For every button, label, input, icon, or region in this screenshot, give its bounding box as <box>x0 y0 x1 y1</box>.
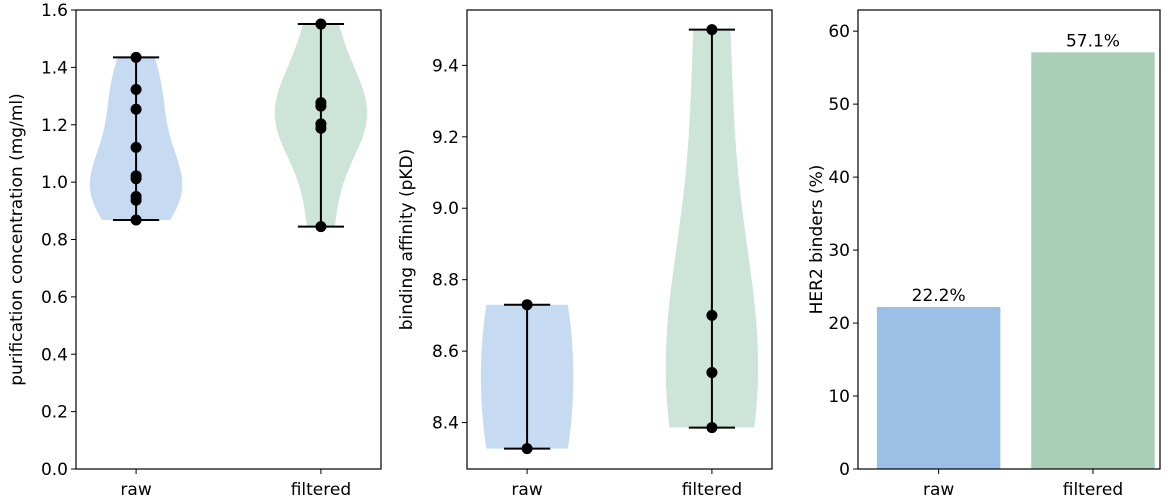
data-point <box>130 51 142 63</box>
x-tick-label: filtered <box>682 480 742 500</box>
x-ticks: raw filtered <box>120 469 351 500</box>
y-ticks: 0 10 20 30 40 50 60 <box>828 22 858 480</box>
y-tick-label: 20 <box>828 314 850 334</box>
x-ticks: raw filtered <box>923 469 1123 500</box>
data-point <box>315 18 327 30</box>
y-axis-label: HER2 binders (%) <box>807 165 827 315</box>
data-point <box>706 367 718 379</box>
y-tick-label: 0.6 <box>41 288 68 308</box>
data-point <box>130 214 142 226</box>
panel-binding-affinity: 8.4 8.6 8.8 9.0 9.2 9.4 raw filtered binding a… <box>397 9 773 500</box>
x-tick-label: filtered <box>291 480 351 500</box>
data-point <box>315 100 327 112</box>
y-tick-label: 9.2 <box>432 128 459 148</box>
data-point <box>315 122 327 134</box>
data-point <box>130 194 142 206</box>
bar-raw <box>876 307 1001 469</box>
bar-data-label: 57.1% <box>1066 31 1120 51</box>
y-tick-label: 9.0 <box>432 199 459 219</box>
y-axis-label: purification concentration (mg/ml) <box>7 93 27 386</box>
y-tick-label: 1.6 <box>41 1 68 21</box>
y-tick-label: 40 <box>828 168 850 188</box>
data-point <box>315 221 327 233</box>
y-tick-label: 0.2 <box>41 403 68 423</box>
data-point <box>521 443 533 455</box>
y-tick-label: 1.2 <box>41 116 68 136</box>
data-point <box>521 299 533 311</box>
y-tick-label: 8.4 <box>432 414 459 434</box>
x-tick-label: raw <box>511 480 542 500</box>
violin-marks <box>89 18 368 233</box>
data-point <box>130 141 142 153</box>
bar-filtered <box>1031 52 1155 469</box>
data-point <box>706 24 718 36</box>
y-tick-label: 9.4 <box>432 56 459 76</box>
y-ticks: 0.0 0.2 0.4 0.6 0.8 1.0 1.2 1.4 1.6 <box>41 1 76 480</box>
y-tick-label: 0.8 <box>41 231 68 251</box>
data-point <box>130 173 142 185</box>
data-point <box>130 103 142 115</box>
x-tick-label: raw <box>923 480 954 500</box>
y-tick-label: 0 <box>839 460 850 480</box>
axes-frame <box>857 9 1161 470</box>
y-axis-label: binding affinity (pKD) <box>397 149 417 331</box>
y-tick-label: 1.0 <box>41 173 68 193</box>
bar-data-label: 22.2% <box>912 286 966 306</box>
bar-marks: 22.2% 57.1% <box>876 31 1155 469</box>
axes-frame <box>466 9 773 470</box>
y-tick-label: 60 <box>828 22 850 42</box>
y-tick-label: 30 <box>828 241 850 261</box>
y-tick-label: 1.4 <box>41 58 68 78</box>
y-tick-label: 50 <box>828 95 850 115</box>
x-ticks: raw filtered <box>511 469 742 500</box>
y-tick-label: 10 <box>828 387 850 407</box>
data-point <box>706 422 718 434</box>
y-tick-label: 0.4 <box>41 345 68 365</box>
y-tick-label: 8.8 <box>432 271 459 291</box>
data-point <box>706 309 718 321</box>
y-ticks: 8.4 8.6 8.8 9.0 9.2 9.4 <box>432 56 467 434</box>
panel-her2-binders: 22.2% 57.1% 0 10 20 30 40 50 60 raw filtered HER… <box>807 9 1161 500</box>
violin-marks <box>480 24 759 455</box>
x-tick-label: filtered <box>1063 480 1123 500</box>
y-tick-label: 8.6 <box>432 342 459 362</box>
data-point <box>130 83 142 95</box>
panel-purification: 0.00.20.40.60.81.01.21.41.6 raw filtered … <box>7 1 382 500</box>
y-tick-label: 0.0 <box>41 460 68 480</box>
x-tick-label: raw <box>120 480 151 500</box>
